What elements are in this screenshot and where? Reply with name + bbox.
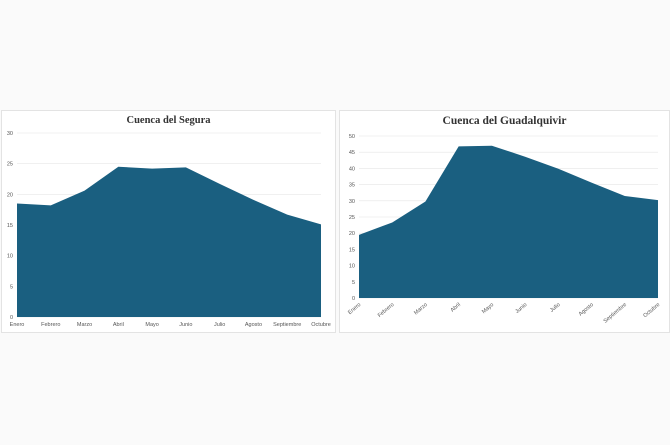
x-tick-label: Octubre — [642, 302, 661, 319]
x-tick-label: Febrero — [377, 302, 396, 319]
x-tick-label: Mayo — [481, 302, 495, 315]
x-tick-label: Abril — [113, 322, 124, 328]
x-tick-label: Marzo — [77, 322, 92, 328]
x-tick-label: Junio — [179, 322, 192, 328]
x-tick-label: Julio — [214, 322, 225, 328]
chart-panel-segura: Cuenca del Segura 0 5 10 15 20 25 30 Enero Febre… — [1, 110, 336, 333]
y-tick-label: 50 — [349, 134, 355, 140]
x-tick-label: Agosto — [578, 302, 595, 318]
x-tick-label: Enero — [10, 322, 25, 328]
y-tick-label: 25 — [7, 162, 13, 168]
x-tick-label: Agosto — [245, 322, 262, 328]
y-tick-label: 25 — [349, 215, 355, 221]
x-tick-label: Marzo — [413, 302, 429, 316]
y-tick-label: 20 — [7, 192, 13, 198]
x-tick-label: Octubre — [311, 322, 331, 328]
y-tick-label: 5 — [352, 280, 355, 286]
y-tick-label: 15 — [349, 247, 355, 253]
y-tick-label: 40 — [349, 166, 355, 172]
y-tick-label: 45 — [349, 150, 355, 156]
area-chart-guadalquivir: 0 5 10 15 20 25 30 35 40 45 50 Enero Febrero Marzo Abr… — [347, 134, 661, 325]
x-tick-label: Mayo — [145, 322, 158, 328]
x-tick-label: Enero — [347, 302, 362, 316]
area-chart-segura: 0 5 10 15 20 25 30 Enero Febrero Marzo Abril Mayo Ju… — [7, 131, 331, 328]
y-tick-label: 5 — [10, 284, 13, 290]
x-tick-label: Junio — [514, 302, 528, 315]
y-tick-label: 35 — [349, 183, 355, 189]
x-tick-label: Abril — [450, 302, 462, 314]
y-tick-label: 10 — [7, 254, 13, 260]
y-tick-label: 30 — [349, 199, 355, 205]
y-tick-label: 10 — [349, 264, 355, 270]
area-series — [17, 166, 321, 317]
y-tick-label: 30 — [7, 131, 13, 137]
chart-panel-guadalquivir: Cuenca del Guadalquivir 0 5 10 15 20 25 30 35 40… — [339, 110, 670, 333]
x-tick-label: Febrero — [41, 322, 60, 328]
y-tick-label: 20 — [349, 231, 355, 237]
x-tick-label: Septiembre — [603, 302, 628, 325]
area-series — [359, 145, 658, 298]
chart-title: Cuenca del Guadalquivir — [442, 115, 567, 127]
y-tick-label: 0 — [352, 296, 355, 302]
x-tick-label: Julio — [549, 302, 562, 314]
x-tick-label: Septiembre — [273, 322, 301, 328]
chart-title: Cuenca del Segura — [126, 115, 211, 126]
y-tick-label: 15 — [7, 223, 13, 229]
y-tick-label: 0 — [10, 315, 13, 321]
